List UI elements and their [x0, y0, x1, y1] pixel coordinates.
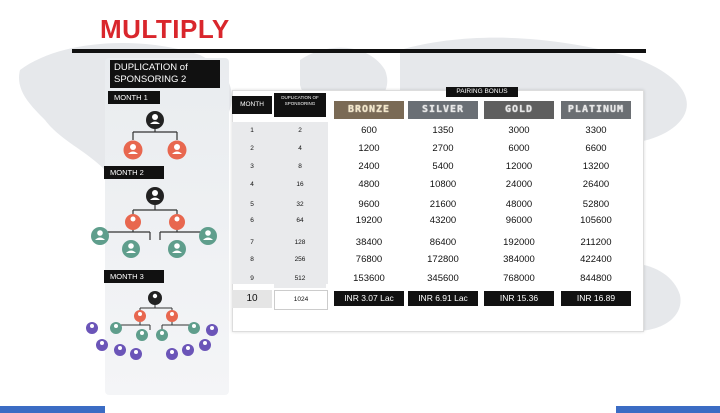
- month-cell: 10: [232, 290, 272, 308]
- bronze-cell: 1200: [358, 143, 380, 154]
- dup-cell: 1024: [274, 290, 328, 310]
- silver-cell: 172800: [427, 254, 459, 265]
- silver-cell: 10800: [429, 179, 457, 190]
- month-cell: 9: [250, 275, 254, 282]
- gold-cell: 6000: [508, 143, 530, 154]
- month-cell: 4: [250, 181, 254, 188]
- platinum-cell: 211200: [580, 237, 612, 248]
- platinum-cell: 3300: [585, 125, 607, 136]
- dup-cell: 16: [274, 176, 326, 194]
- silver-cell: 1350: [432, 125, 454, 136]
- platinum-cell: 13200: [582, 161, 610, 172]
- platinum-cell: 26400: [582, 179, 610, 190]
- month-cell: 6: [250, 217, 254, 224]
- platinum-cell: 105600: [580, 215, 612, 226]
- bottom-accent-left: [0, 406, 105, 413]
- month-2-label: MONTH 2: [104, 166, 164, 179]
- month-column-header: MONTH: [232, 96, 272, 114]
- bronze-cell: 19200: [355, 215, 383, 226]
- month-3-label: MONTH 3: [104, 270, 164, 283]
- silver-cell: INR 6.91 Lac: [408, 291, 478, 306]
- gold-cell: 96000: [505, 215, 533, 226]
- dup-cell: 8: [274, 158, 326, 176]
- month-cell: 7: [250, 239, 254, 246]
- gold-cell: 384000: [503, 254, 535, 265]
- silver-cell: 43200: [429, 215, 457, 226]
- silver-cell: 345600: [427, 273, 459, 284]
- gold-cell: 24000: [505, 179, 533, 190]
- gold-cell: 48000: [505, 199, 533, 210]
- gold-cell: 192000: [503, 237, 535, 248]
- silver-cell: 2700: [432, 143, 454, 154]
- month-1-label: MONTH 1: [108, 91, 160, 104]
- duplication-panel: [105, 58, 229, 395]
- table-row: 10 1024 INR 3.07 Lac INR 6.91 Lac INR 15…: [232, 290, 642, 310]
- table-row: 9 512 153600 345600 768000 844800: [232, 270, 642, 288]
- platinum-cell: 6600: [585, 143, 607, 154]
- platinum-cell: INR 16.89: [561, 291, 631, 306]
- dup-cell: 128: [274, 234, 326, 252]
- bronze-cell: 9600: [358, 199, 380, 210]
- table-row: 6 64 19200 43200 96000 105600: [232, 212, 642, 230]
- table-row: 2 4 1200 2700 6000 6600: [232, 140, 642, 158]
- bronze-cell: 38400: [355, 237, 383, 248]
- tier-bronze-header: BRONZE: [334, 101, 404, 119]
- dup-cell: 512: [274, 270, 326, 288]
- bronze-cell: INR 3.07 Lac: [334, 291, 404, 306]
- tier-platinum-header: PLATINUM: [561, 101, 631, 119]
- table-row: 3 8 2400 5400 12000 13200: [232, 158, 642, 176]
- dup-cell: 64: [274, 212, 326, 230]
- pairing-bonus-header: PAIRING BONUS: [446, 87, 518, 97]
- gold-cell: INR 15.36: [484, 291, 554, 306]
- month-cell: 1: [250, 127, 254, 134]
- gold-cell: 3000: [508, 125, 530, 136]
- table-row: 1 2 600 1350 3000 3300: [232, 122, 642, 140]
- month-cell: 2: [250, 145, 254, 152]
- dup-cell: 4: [274, 140, 326, 158]
- table-row: 5 32 9600 21600 48000 52800: [232, 196, 642, 214]
- month-cell: 3: [250, 163, 254, 170]
- month-cell: 5: [250, 201, 254, 208]
- platinum-cell: 52800: [582, 199, 610, 210]
- silver-cell: 86400: [429, 237, 457, 248]
- bronze-cell: 153600: [353, 273, 385, 284]
- dup-cell: 2: [274, 122, 326, 140]
- platinum-cell: 422400: [580, 254, 612, 265]
- silver-cell: 5400: [432, 161, 454, 172]
- dup-cell: 256: [274, 251, 326, 269]
- person-node-icon: [146, 111, 164, 129]
- duplication-column-header: DUPLICATION OF SPONSORING: [274, 93, 326, 117]
- tier-gold-header: GOLD: [484, 101, 554, 119]
- bronze-cell: 76800: [355, 254, 383, 265]
- month-cell: 8: [250, 256, 254, 263]
- bottom-accent-right: [616, 406, 720, 413]
- gold-cell: 12000: [505, 161, 533, 172]
- platinum-cell: 844800: [580, 273, 612, 284]
- table-row: 4 16 4800 10800 24000 26400: [232, 176, 642, 194]
- duplication-heading: DUPLICATION of SPONSORING 2: [110, 60, 220, 88]
- tier-silver-header: SILVER: [408, 101, 478, 119]
- title-divider: [72, 49, 646, 53]
- table-row: 7 128 38400 86400 192000 211200: [232, 234, 642, 252]
- bronze-cell: 600: [361, 125, 377, 136]
- gold-cell: 768000: [503, 273, 535, 284]
- silver-cell: 21600: [429, 199, 457, 210]
- table-row: 8 256 76800 172800 384000 422400: [232, 251, 642, 269]
- bronze-cell: 2400: [358, 161, 380, 172]
- dup-cell: 32: [274, 196, 326, 214]
- page-title: MULTIPLY: [100, 14, 230, 44]
- bronze-cell: 4800: [358, 179, 380, 190]
